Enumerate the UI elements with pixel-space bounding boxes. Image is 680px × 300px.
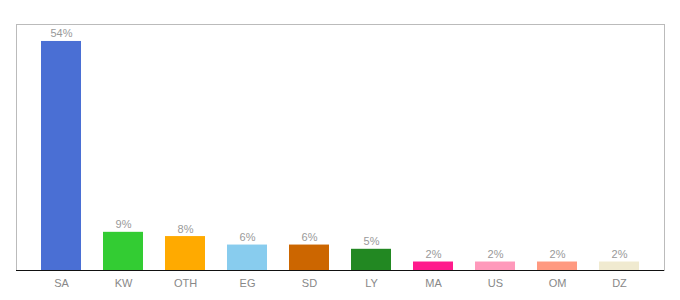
svg-text:2%: 2% — [612, 248, 628, 260]
svg-text:DZ: DZ — [612, 277, 627, 289]
svg-text:MA: MA — [425, 277, 442, 289]
svg-text:OTH: OTH — [174, 277, 197, 289]
svg-text:SD: SD — [302, 277, 317, 289]
svg-text:8%: 8% — [178, 223, 194, 235]
svg-text:SA: SA — [54, 277, 69, 289]
svg-text:54%: 54% — [50, 27, 72, 39]
svg-text:LY: LY — [365, 277, 378, 289]
svg-text:6%: 6% — [302, 231, 318, 243]
svg-text:2%: 2% — [550, 248, 566, 260]
svg-text:KW: KW — [115, 277, 133, 289]
svg-text:EG: EG — [240, 277, 256, 289]
svg-text:5%: 5% — [364, 235, 380, 247]
svg-text:9%: 9% — [116, 218, 132, 230]
svg-text:2%: 2% — [426, 248, 442, 260]
svg-text:6%: 6% — [240, 231, 256, 243]
svg-text:2%: 2% — [488, 248, 504, 260]
svg-text:OM: OM — [549, 277, 567, 289]
svg-text:US: US — [488, 277, 503, 289]
